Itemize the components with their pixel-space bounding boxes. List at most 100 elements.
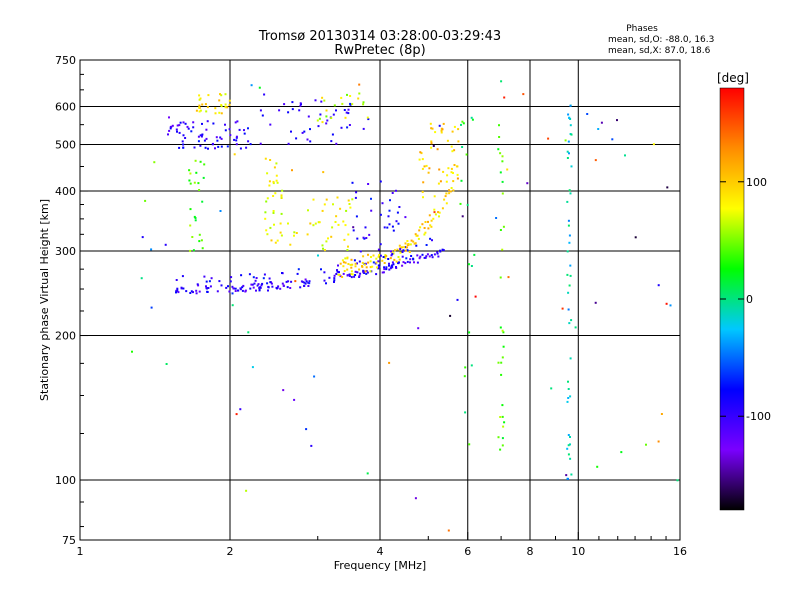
data-point	[261, 282, 264, 285]
data-point	[367, 261, 370, 264]
data-point	[353, 259, 356, 262]
data-point	[219, 210, 222, 212]
data-point	[192, 121, 195, 124]
data-point	[450, 171, 453, 174]
data-point	[182, 121, 185, 124]
data-point	[358, 260, 361, 263]
data-point	[348, 203, 351, 205]
data-point	[406, 260, 409, 263]
data-point	[367, 183, 370, 185]
data-point	[502, 225, 505, 228]
data-point	[417, 327, 420, 330]
data-point	[381, 202, 384, 205]
y-tick-label: 100	[55, 474, 76, 487]
data-point	[290, 280, 293, 283]
data-point	[377, 248, 380, 251]
data-point	[440, 131, 443, 134]
data-point	[398, 258, 401, 261]
data-point	[569, 264, 572, 267]
data-point	[358, 92, 361, 95]
data-point	[385, 266, 388, 269]
data-point	[445, 202, 448, 205]
data-point	[358, 276, 361, 278]
data-point	[150, 306, 153, 309]
data-points	[131, 80, 679, 532]
data-point	[666, 186, 669, 189]
data-point	[333, 104, 336, 107]
data-point	[366, 116, 369, 119]
data-point	[339, 207, 342, 210]
data-point	[427, 171, 430, 174]
data-point	[231, 292, 234, 295]
data-point	[431, 256, 434, 259]
legend-line-x: mean, sd,X: 87.0, 18.6	[608, 46, 711, 56]
data-point	[193, 146, 196, 149]
data-point	[175, 128, 178, 131]
data-point	[309, 140, 312, 143]
x-tick-label: 2	[227, 545, 234, 558]
data-point	[390, 254, 393, 257]
data-point	[620, 451, 623, 454]
data-point	[178, 131, 181, 134]
data-point	[280, 196, 283, 199]
data-point	[201, 247, 204, 250]
data-point	[362, 101, 365, 104]
data-point	[417, 237, 420, 240]
data-point	[198, 106, 201, 109]
data-point	[453, 125, 456, 128]
data-point	[428, 255, 431, 258]
data-point	[507, 276, 510, 279]
data-point	[355, 191, 358, 194]
data-point	[370, 197, 372, 200]
data-point	[425, 164, 428, 167]
data-point	[281, 282, 284, 285]
data-point	[391, 261, 394, 264]
data-point	[239, 147, 242, 150]
data-point	[240, 274, 243, 277]
data-point	[347, 108, 350, 111]
data-point	[306, 138, 309, 141]
data-point	[390, 250, 392, 253]
data-point	[291, 101, 294, 104]
data-point	[200, 135, 203, 138]
data-point	[433, 253, 436, 256]
data-point	[338, 273, 341, 276]
data-point	[225, 286, 228, 289]
data-point	[153, 161, 156, 164]
data-point	[669, 304, 672, 307]
data-point	[387, 215, 390, 218]
data-point	[429, 237, 432, 240]
data-point	[367, 253, 369, 256]
data-point	[312, 198, 315, 201]
data-point	[275, 174, 278, 177]
data-point	[359, 250, 362, 253]
data-point	[430, 127, 433, 130]
data-point	[231, 304, 234, 307]
data-point	[465, 153, 468, 156]
data-point	[333, 274, 336, 277]
data-point	[385, 268, 388, 271]
data-point	[418, 229, 421, 232]
data-point	[271, 285, 274, 288]
data-point	[323, 99, 326, 102]
data-point	[431, 127, 434, 130]
data-point	[195, 292, 198, 295]
data-point	[421, 253, 424, 256]
data-point	[385, 255, 388, 257]
data-point	[218, 280, 221, 283]
data-point	[258, 288, 261, 291]
data-point	[196, 283, 199, 286]
data-point	[228, 103, 231, 106]
data-point	[616, 119, 618, 122]
data-point	[397, 256, 400, 258]
data-point	[566, 447, 569, 450]
data-point	[425, 255, 428, 258]
data-point	[253, 282, 256, 285]
data-point	[568, 284, 571, 287]
data-point	[335, 142, 338, 145]
data-point	[566, 150, 569, 153]
data-point	[350, 258, 353, 261]
data-point	[570, 473, 573, 476]
data-point	[228, 290, 231, 293]
data-point	[634, 236, 637, 239]
